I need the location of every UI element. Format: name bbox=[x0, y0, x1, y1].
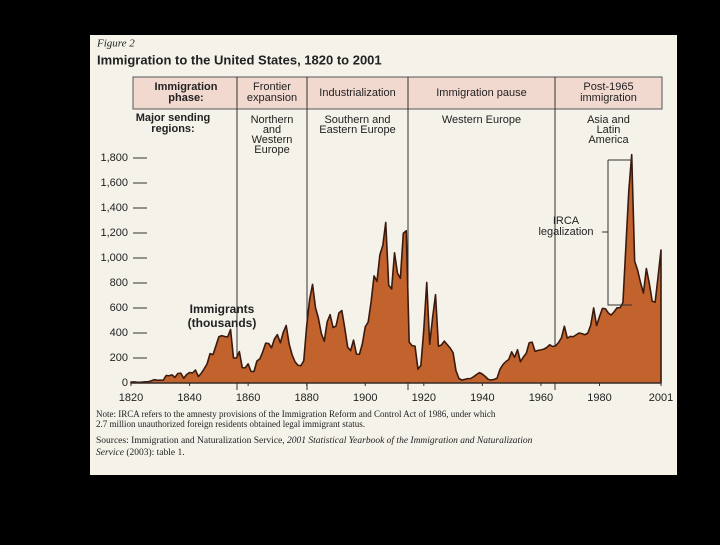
header-text: regions: bbox=[151, 123, 194, 135]
x-tick-label: 1900 bbox=[353, 392, 377, 404]
source: Sources: Immigration and Naturalization … bbox=[96, 435, 533, 446]
y-tick-label: 200 bbox=[110, 352, 128, 364]
note: Note: IRCA refers to the amnesty provisi… bbox=[96, 409, 496, 419]
y-tick-label: 1,000 bbox=[100, 252, 128, 264]
x-tick-label: 1880 bbox=[294, 392, 318, 404]
header-text: Asia and bbox=[587, 114, 630, 126]
header-text: legalization bbox=[538, 226, 593, 238]
header-text: Western Europe bbox=[442, 114, 521, 126]
header-text: Southern and bbox=[324, 114, 390, 126]
source-part: Sources: Immigration and Naturalization … bbox=[96, 436, 287, 446]
area bbox=[130, 153, 662, 384]
bracket bbox=[602, 159, 632, 306]
x-tick-label: 1940 bbox=[470, 392, 494, 404]
header-text: Latin bbox=[597, 124, 621, 136]
x-tick-label: 2001 bbox=[649, 392, 673, 404]
x-tick-label: 1820 bbox=[119, 392, 143, 404]
source: Service (2003): table 1. bbox=[96, 447, 185, 458]
header-text: expansion bbox=[247, 92, 297, 104]
y-tick-label: 1,600 bbox=[100, 177, 128, 189]
header-text: Immigration pause bbox=[436, 87, 527, 99]
header-text: Immigrants bbox=[190, 302, 255, 316]
source-part: Service bbox=[96, 448, 124, 458]
x-tick-label: 1920 bbox=[412, 392, 436, 404]
header-text: Major sending bbox=[136, 112, 211, 124]
header-text: America bbox=[588, 134, 629, 146]
x-tick-label: 1960 bbox=[529, 392, 553, 404]
x-tick-label: 1840 bbox=[177, 392, 201, 404]
x-tick-label: 1980 bbox=[587, 392, 611, 404]
header-text: immigration bbox=[580, 92, 637, 104]
header-text: Immigration bbox=[155, 81, 218, 93]
header-text: phase: bbox=[168, 92, 203, 104]
y-tick-label: 1,800 bbox=[100, 152, 128, 164]
chart-title: Immigration to the United States, 1820 t… bbox=[97, 52, 382, 67]
x-tick-label: 1860 bbox=[236, 392, 260, 404]
header-text: Western bbox=[252, 134, 293, 146]
note: 2.7 million unauthorized foreign residen… bbox=[96, 419, 365, 429]
header-text: Frontier bbox=[253, 81, 291, 93]
figure-label: Figure 2 bbox=[96, 38, 135, 50]
header-text: IRCA bbox=[553, 215, 580, 227]
y-tick-label: 800 bbox=[110, 277, 128, 289]
y-tick-label: 600 bbox=[110, 302, 128, 314]
phase-band bbox=[132, 76, 663, 110]
source-part: (2003): table 1. bbox=[124, 447, 185, 458]
y-tick-label: 1,400 bbox=[100, 202, 128, 214]
source-part: 2001 Statistical Yearbook of the Immigra… bbox=[287, 435, 533, 446]
header-text: and bbox=[263, 124, 281, 136]
header-text: (thousands) bbox=[188, 316, 257, 330]
header-text: Northern bbox=[251, 114, 294, 126]
y-tick-label: 400 bbox=[110, 327, 128, 339]
y-tick-label: 1,200 bbox=[100, 227, 128, 239]
header-text: Industrialization bbox=[319, 87, 395, 99]
header-text: Europe bbox=[254, 144, 289, 156]
header-text: Post-1965 bbox=[583, 81, 633, 93]
y-tick-label: 0 bbox=[122, 377, 128, 389]
header-text: Eastern Europe bbox=[319, 124, 395, 136]
